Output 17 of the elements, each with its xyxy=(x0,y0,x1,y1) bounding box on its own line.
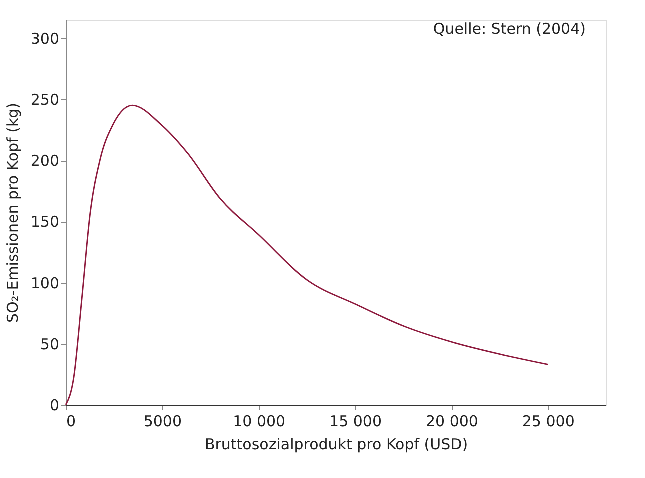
x-tick-label: 5000 xyxy=(144,412,182,430)
x-axis-title: Bruttosozialprodukt pro Kopf (USD) xyxy=(204,436,468,454)
y-tick-label: 300 xyxy=(30,30,60,48)
x-tick-label: 15 000 xyxy=(330,412,382,430)
y-tick-label: 50 xyxy=(40,335,60,354)
x-tick-label: 0 xyxy=(66,412,76,430)
x-tick-label: 25 000 xyxy=(522,412,575,430)
y-tick-label: 250 xyxy=(30,90,60,109)
line-series xyxy=(65,104,549,406)
y-tick-label: 150 xyxy=(30,213,60,232)
x-tick-label: 20 000 xyxy=(426,412,478,430)
x-tick-label: 10 000 xyxy=(233,412,286,430)
y-axis-title: SO₂-Emissionen pro Kopf (kg) xyxy=(4,102,22,324)
annotation: Quelle: Stern (2004) xyxy=(433,20,586,38)
y-tick-label: 200 xyxy=(30,152,60,170)
y-tick-label: 100 xyxy=(30,274,60,292)
y-tick-label: 0 xyxy=(50,396,60,414)
